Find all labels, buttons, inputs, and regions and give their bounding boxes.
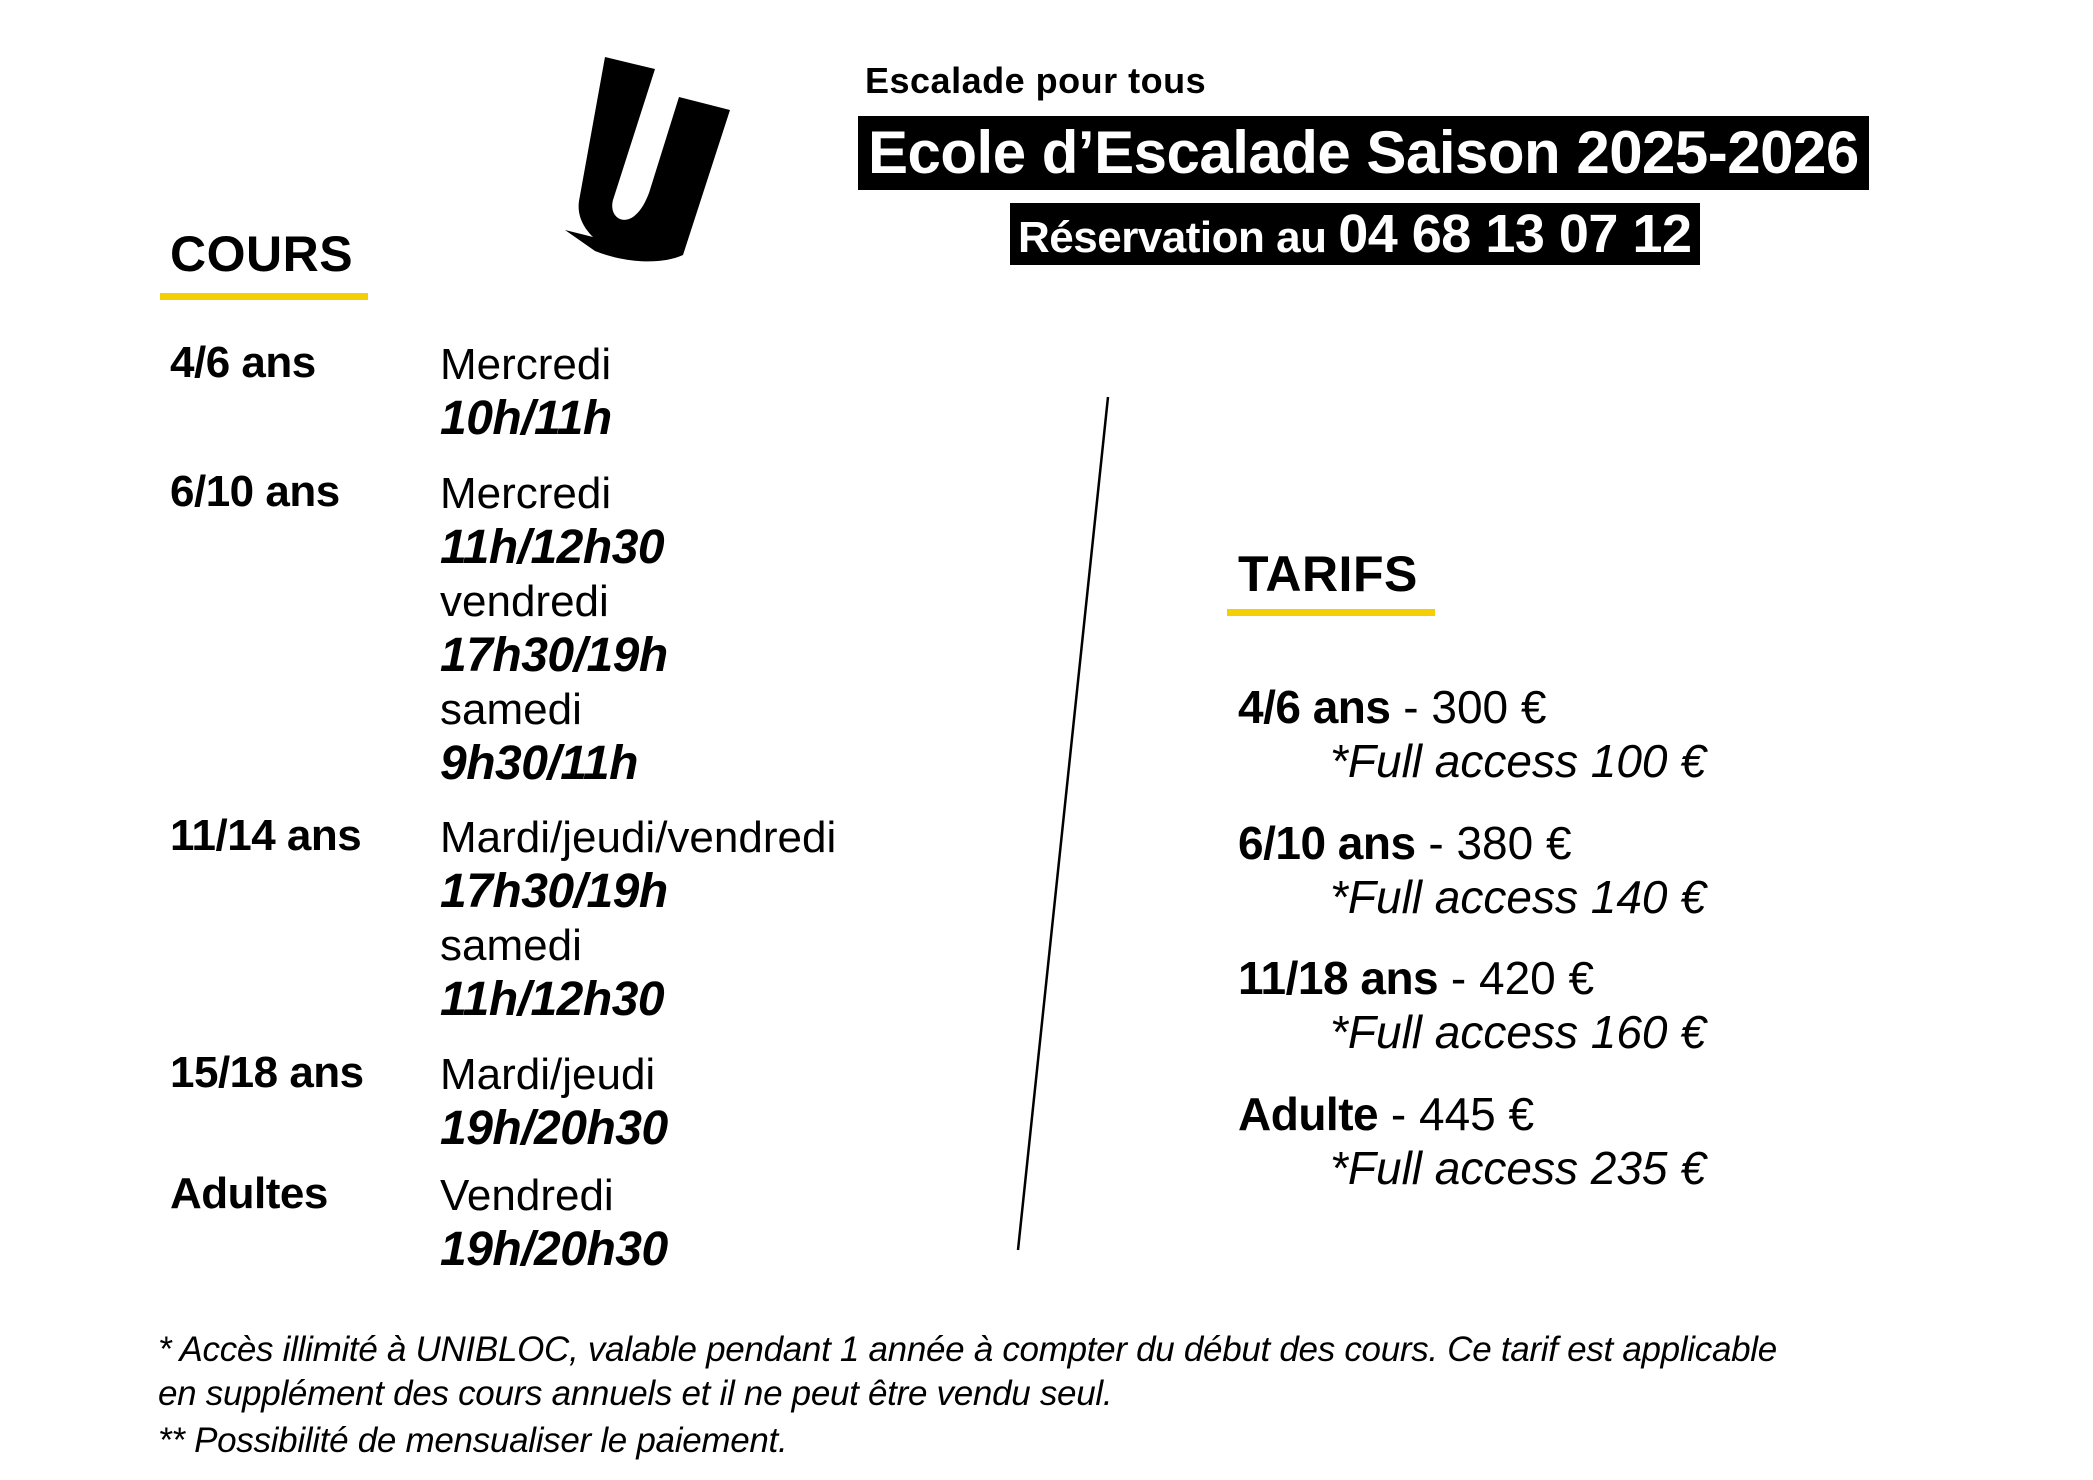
reservation-banner: Réservation au 04 68 13 07 12 <box>1010 203 1700 265</box>
tarif-item-4-6: 4/6 ans - 300 € *Full access 100 € <box>1238 680 1706 788</box>
course-day: Mardi/jeudi/vendredi <box>440 813 837 862</box>
footnote-line-2: en supplément des cours annuels et il ne… <box>158 1374 1113 1413</box>
tarif-separator: - <box>1438 952 1480 1004</box>
course-age-11-14: 11/14 ans <box>170 811 362 860</box>
tarif-price: 445 € <box>1419 1088 1535 1140</box>
course-day: Vendredi <box>440 1171 614 1220</box>
tarif-full-access: *Full access 235 € <box>1330 1142 1706 1194</box>
course-age-adultes: Adultes <box>170 1169 328 1218</box>
course-slots-adultes: Vendredi 19h/20h30 <box>440 1169 668 1277</box>
course-age-15-18: 15/18 ans <box>170 1048 364 1097</box>
tarif-item-6-10: 6/10 ans - 380 € *Full access 140 € <box>1238 816 1706 924</box>
tarif-price: 380 € <box>1456 817 1572 869</box>
tarifs-heading-underline <box>1227 609 1435 616</box>
tarif-age: 11/18 ans <box>1238 952 1439 1004</box>
course-time: 11h/12h30 <box>440 973 665 1026</box>
course-age-4-6: 4/6 ans <box>170 338 316 387</box>
reservation-label: Réservation au <box>1018 213 1339 262</box>
course-time: 17h30/19h <box>440 629 668 682</box>
course-day: Mercredi <box>440 469 612 518</box>
tarif-full-access: *Full access 140 € <box>1330 871 1706 923</box>
tarif-separator: - <box>1390 681 1432 733</box>
tarif-price: 420 € <box>1479 952 1595 1004</box>
tarif-full-access: *Full access 160 € <box>1330 1006 1706 1058</box>
page-title: Ecole d’Escalade Saison 2025-2026 <box>858 116 1869 190</box>
courses-heading-underline <box>160 293 368 300</box>
unibloc-logo <box>565 57 730 262</box>
course-day: samedi <box>440 921 582 970</box>
tarifs-heading: TARIFS <box>1238 546 1418 602</box>
tarif-separator: - <box>1378 1088 1419 1140</box>
tarif-separator: - <box>1415 817 1457 869</box>
course-time: 17h30/19h <box>440 865 668 918</box>
subtitle: Escalade pour tous <box>865 60 1207 101</box>
tarif-age: Adulte <box>1238 1088 1379 1140</box>
tarif-age: 4/6 ans <box>1238 681 1391 733</box>
course-day: samedi <box>440 685 582 734</box>
course-day: Mardi/jeudi <box>440 1050 656 1099</box>
reservation-phone: 04 68 13 07 12 <box>1338 204 1692 264</box>
course-day: vendredi <box>440 577 609 626</box>
course-slots-15-18: Mardi/jeudi 19h/20h30 <box>440 1048 668 1156</box>
course-time: 11h/12h30 <box>440 521 665 574</box>
course-time: 10h/11h <box>440 392 612 445</box>
footnote-line-1: * Accès illimité à UNIBLOC, valable pend… <box>158 1330 1777 1369</box>
course-age-6-10: 6/10 ans <box>170 467 340 516</box>
footnote-line-3: ** Possibilité de mensualiser le paiemen… <box>158 1421 788 1460</box>
courses-heading: COURS <box>170 226 354 282</box>
course-slots-4-6: Mercredi 10h/11h <box>440 338 612 446</box>
tarif-price: 300 € <box>1431 681 1547 733</box>
tarif-full-access: *Full access 100 € <box>1330 735 1706 787</box>
column-divider <box>1016 396 1110 1251</box>
course-time: 19h/20h30 <box>440 1223 668 1276</box>
course-slots-6-10: Mercredi 11h/12h30 vendredi 17h30/19h sa… <box>440 467 668 791</box>
course-day: Mercredi <box>440 340 612 389</box>
tarif-item-adulte: Adulte - 445 € *Full access 235 € <box>1238 1087 1706 1195</box>
tarif-age: 6/10 ans <box>1238 817 1416 869</box>
tarif-item-11-18: 11/18 ans - 420 € *Full access 160 € <box>1238 951 1706 1059</box>
course-time: 19h/20h30 <box>440 1102 668 1155</box>
course-time: 9h30/11h <box>440 737 638 790</box>
course-slots-11-14: Mardi/jeudi/vendredi 17h30/19h samedi 11… <box>440 811 836 1027</box>
